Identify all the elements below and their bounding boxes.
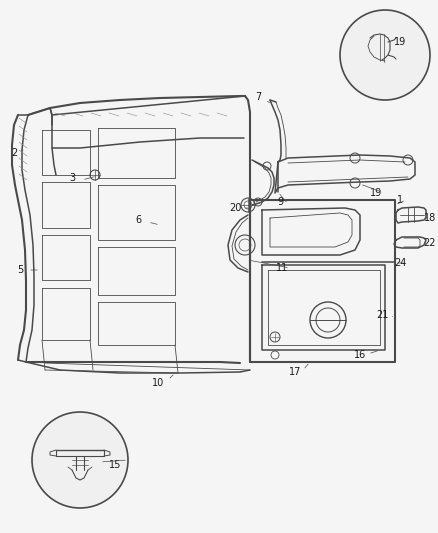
Text: 17: 17 <box>289 367 301 377</box>
Text: 5: 5 <box>17 265 23 275</box>
Text: 7: 7 <box>255 92 261 102</box>
Text: 21: 21 <box>376 310 388 320</box>
Text: 11: 11 <box>276 263 288 273</box>
Text: 15: 15 <box>109 460 121 470</box>
Text: 22: 22 <box>424 238 436 248</box>
Text: 2: 2 <box>11 148 17 158</box>
Text: 3: 3 <box>69 173 75 183</box>
Text: 18: 18 <box>424 213 436 223</box>
Text: 1: 1 <box>397 195 403 205</box>
Text: 9: 9 <box>277 197 283 207</box>
Text: 10: 10 <box>152 378 164 388</box>
Text: 19: 19 <box>370 188 382 198</box>
Text: 20: 20 <box>229 203 241 213</box>
Text: 19: 19 <box>394 37 406 47</box>
Circle shape <box>32 412 128 508</box>
Text: 16: 16 <box>354 350 366 360</box>
Text: 24: 24 <box>394 258 406 268</box>
Circle shape <box>340 10 430 100</box>
Text: 6: 6 <box>135 215 141 225</box>
